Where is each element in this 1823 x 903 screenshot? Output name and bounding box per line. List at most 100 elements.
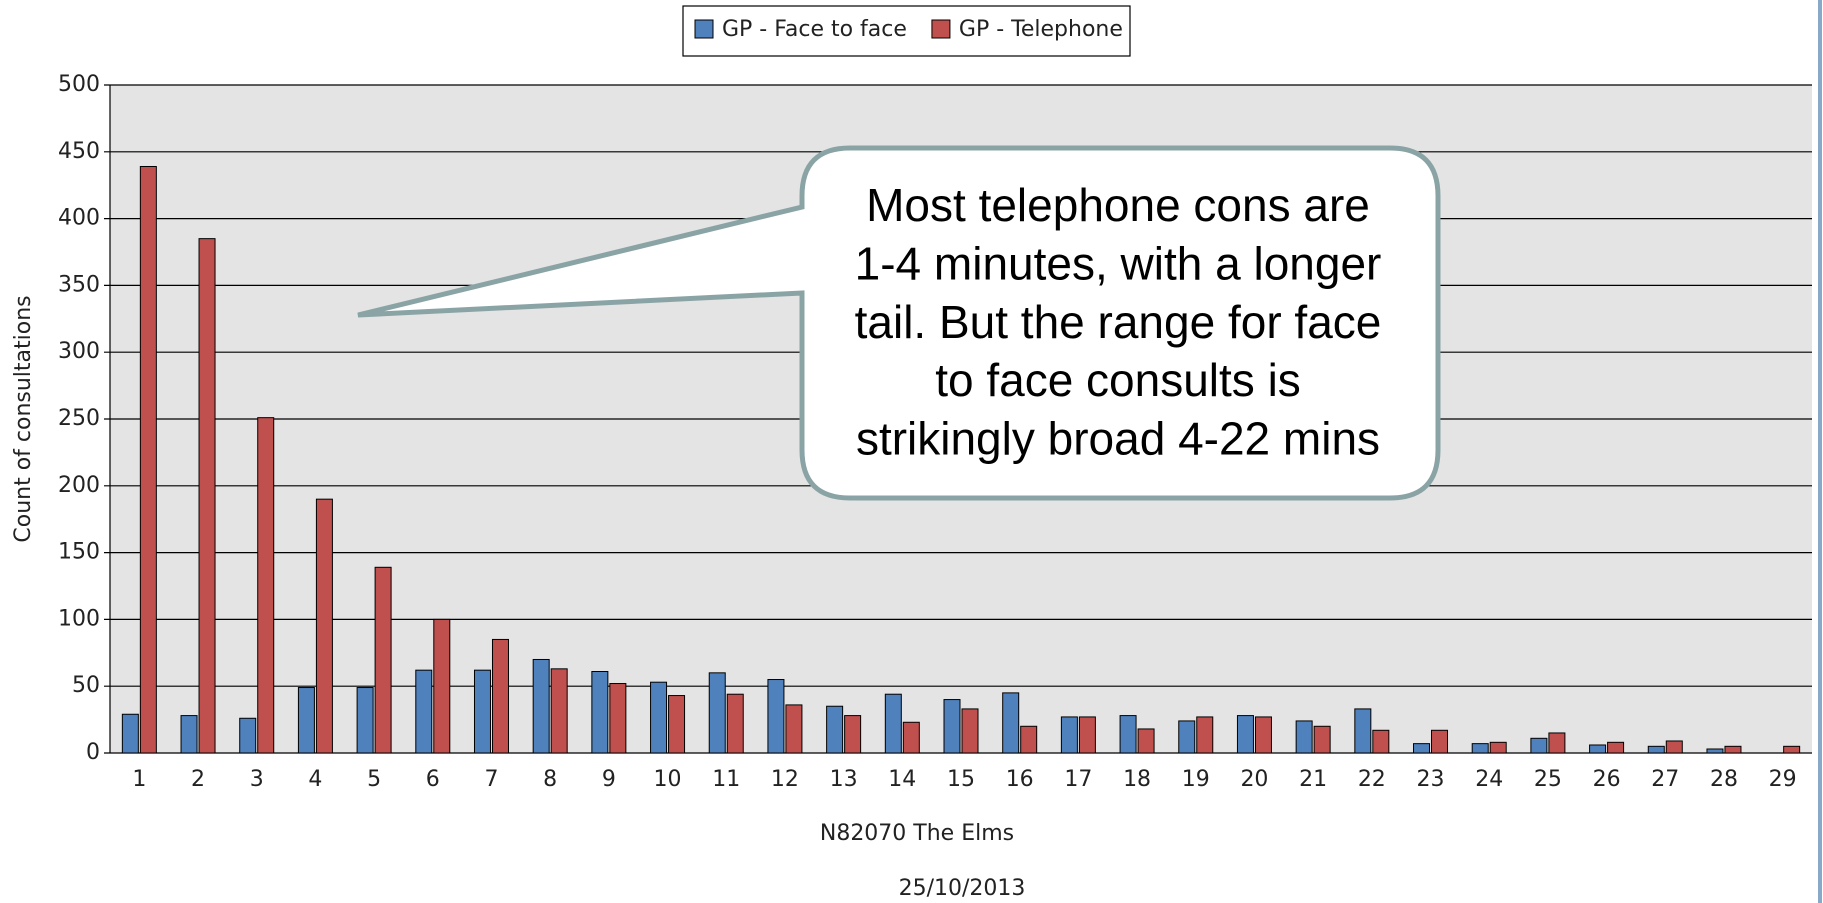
x-axis-label: N82070 The Elms (820, 821, 1014, 846)
x-tick-label: 11 (712, 767, 740, 792)
bar (767, 679, 785, 754)
bar (491, 638, 509, 754)
x-tick-label: 12 (771, 767, 799, 792)
bar (1313, 725, 1331, 754)
bar (1295, 720, 1313, 754)
x-tick-label: 3 (250, 767, 264, 792)
bar (1002, 692, 1020, 754)
annotation-line: Most telephone cons are (866, 179, 1370, 231)
x-tick-label: 4 (308, 767, 322, 792)
x-tick-label: 20 (1240, 767, 1268, 792)
y-tick-label: 300 (58, 339, 100, 364)
annotation-line: 1-4 minutes, with a longer (855, 237, 1382, 289)
bar (1607, 741, 1625, 754)
bar (1078, 716, 1096, 754)
bar (1665, 740, 1683, 754)
annotation-line: to face consults is (935, 354, 1301, 406)
bar (297, 687, 315, 754)
x-tick-label: 26 (1593, 767, 1621, 792)
annotation-line: tail. But the range for face (855, 296, 1382, 348)
bar (433, 618, 451, 754)
bar (884, 693, 902, 754)
x-tick-label: 22 (1358, 767, 1386, 792)
y-tick-label: 250 (58, 406, 100, 431)
callout (357, 145, 1441, 501)
bar (902, 721, 920, 754)
bar (650, 681, 668, 754)
x-tick-label: 23 (1417, 767, 1445, 792)
x-tick-label: 21 (1299, 767, 1327, 792)
x-tick-label: 16 (1006, 767, 1034, 792)
bar (591, 671, 609, 754)
bar (374, 566, 392, 754)
bar (1589, 744, 1607, 754)
legend-box (682, 5, 1131, 57)
legend-swatch (694, 19, 714, 39)
x-tick-label: 15 (947, 767, 975, 792)
y-tick-label: 400 (58, 206, 100, 231)
bar (1137, 728, 1155, 754)
x-tick-label: 18 (1123, 767, 1151, 792)
bar (121, 713, 139, 754)
y-tick-label: 0 (86, 740, 100, 765)
bar (532, 658, 550, 754)
y-tick-label: 50 (72, 673, 100, 698)
bar (844, 715, 862, 754)
x-tick-label: 29 (1769, 767, 1797, 792)
y-tick-label: 150 (58, 540, 100, 565)
bar (315, 498, 333, 754)
bar (415, 669, 433, 754)
subtitle: 25/10/2013 (899, 876, 1026, 901)
bar (1783, 745, 1801, 754)
bar (726, 693, 744, 754)
x-tick-label: 1 (132, 767, 146, 792)
bar (943, 699, 961, 754)
bar (1060, 716, 1078, 754)
x-tick-label: 19 (1182, 767, 1210, 792)
bar (826, 705, 844, 754)
x-tick-label: 10 (654, 767, 682, 792)
x-tick-label: 6 (426, 767, 440, 792)
bar (198, 238, 216, 754)
bar (1119, 715, 1137, 754)
bar (1254, 716, 1272, 754)
bar (1020, 725, 1038, 754)
bar (1413, 743, 1431, 754)
bar (550, 668, 568, 754)
bar (1354, 708, 1372, 754)
bar (1548, 732, 1566, 754)
x-tick-label: 28 (1710, 767, 1738, 792)
bar (356, 687, 374, 754)
bar (1196, 716, 1214, 754)
x-tick-label: 2 (191, 767, 205, 792)
x-tick-label: 27 (1651, 767, 1679, 792)
y-tick-label: 450 (58, 139, 100, 164)
x-tick-label: 9 (602, 767, 616, 792)
legend-swatch (931, 19, 951, 39)
bar (257, 417, 275, 754)
y-axis-label: Count of consultations (11, 295, 36, 542)
bar (1431, 729, 1449, 754)
y-tick-label: 100 (58, 606, 100, 631)
bar (1530, 737, 1548, 754)
bar (239, 717, 257, 754)
bar (1489, 741, 1507, 754)
legend-label: GP - Face to face (722, 17, 907, 42)
bar (785, 704, 803, 754)
bar (1178, 720, 1196, 754)
bar (180, 715, 198, 754)
bar (1647, 745, 1665, 754)
annotation-line: strikingly broad 4-22 mins (856, 412, 1380, 464)
bar (1724, 745, 1742, 754)
bar (708, 672, 726, 754)
x-tick-label: 24 (1475, 767, 1503, 792)
bar (609, 683, 627, 754)
bar (473, 669, 491, 754)
bar (961, 708, 979, 754)
y-tick-label: 500 (58, 72, 100, 97)
bar (1236, 715, 1254, 754)
bar (1706, 748, 1724, 754)
y-tick-label: 200 (58, 473, 100, 498)
